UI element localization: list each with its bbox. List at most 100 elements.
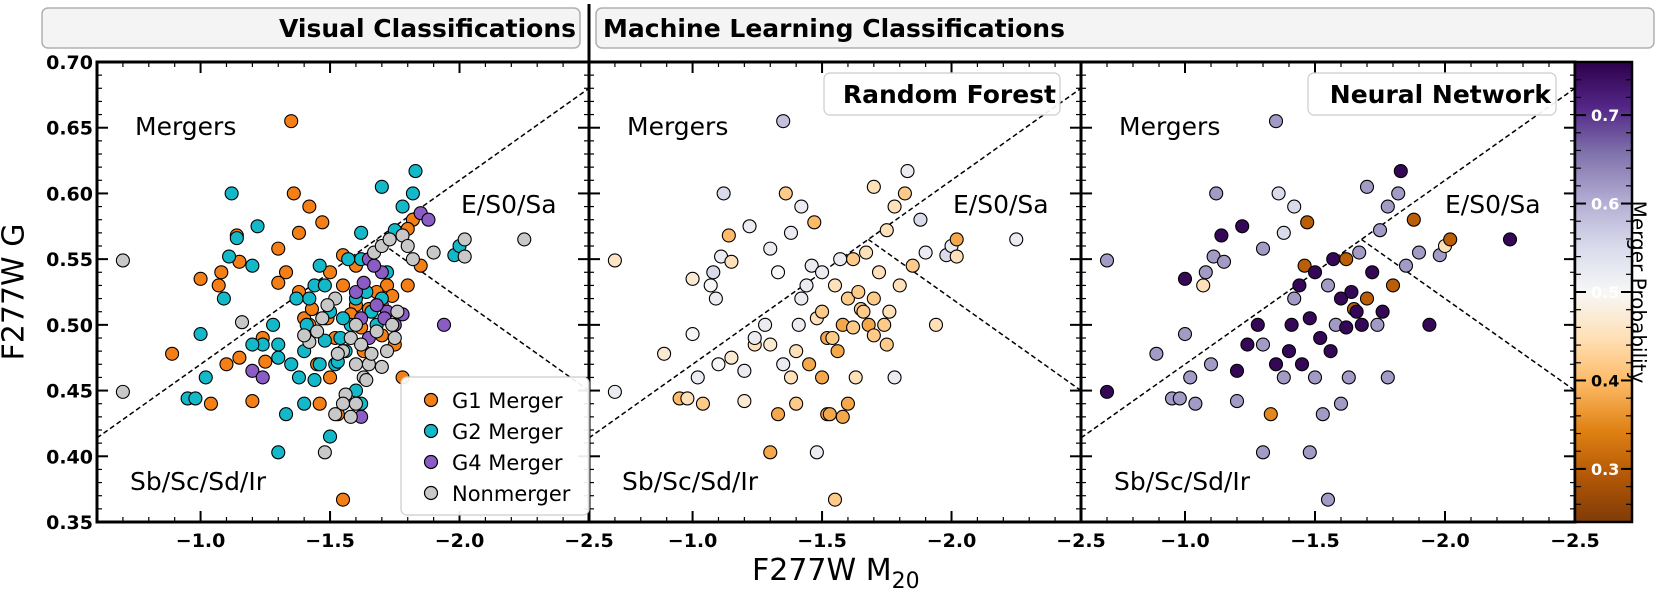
colorbar-tick-label: 0.6 xyxy=(1591,195,1619,214)
data-point xyxy=(830,344,845,359)
data-point xyxy=(789,396,804,411)
data-point xyxy=(770,265,786,280)
x-tick-label: −2.5 xyxy=(1056,530,1106,552)
y-axis-label: F277W G xyxy=(0,224,32,361)
data-point xyxy=(840,396,855,411)
data-point xyxy=(840,291,855,306)
x-tick-label: −1.5 xyxy=(305,530,355,552)
data-point-g2-merger xyxy=(278,407,294,422)
data-point-nonmerger xyxy=(359,373,374,388)
data-point-g1-merger xyxy=(165,346,180,361)
data-point xyxy=(724,350,739,365)
region-label-late-type: Sb/Sc/Sd/Ir xyxy=(622,467,759,496)
data-point-g1-merger xyxy=(312,396,327,411)
data-point xyxy=(846,252,861,267)
data-point-g1-merger xyxy=(271,275,286,290)
data-point-nonmerger xyxy=(115,384,130,399)
data-point-g2-merger xyxy=(266,317,281,332)
data-point xyxy=(905,258,920,273)
data-point-nonmerger xyxy=(328,407,343,422)
data-point-nonmerger xyxy=(379,344,395,359)
data-point xyxy=(607,384,622,399)
colorbar-label: Merger Probability xyxy=(1627,201,1651,384)
y-tick-label: 0.45 xyxy=(46,381,93,403)
colorbar-tick-label: 0.4 xyxy=(1591,371,1619,390)
data-point-g2-merger xyxy=(271,350,286,365)
data-point-g1-merger xyxy=(323,370,338,385)
data-point-g2-merger xyxy=(291,370,307,385)
data-point-nonmerger xyxy=(343,409,358,424)
data-point xyxy=(1099,384,1115,399)
data-point-nonmerger xyxy=(457,249,472,264)
y-tick-label: 0.55 xyxy=(46,249,93,271)
data-point xyxy=(1372,223,1388,238)
data-point xyxy=(1203,357,1219,372)
data-point-g2-merger xyxy=(395,199,410,214)
data-point-g1-merger xyxy=(245,394,260,409)
data-point xyxy=(1255,445,1271,460)
data-point xyxy=(833,252,848,267)
data-point xyxy=(1235,219,1250,234)
data-point xyxy=(1276,370,1291,385)
data-point xyxy=(1393,164,1408,179)
data-point xyxy=(928,317,944,332)
data-point xyxy=(804,258,819,273)
data-point xyxy=(716,186,731,201)
data-point xyxy=(1333,291,1349,306)
data-point-g4-merger xyxy=(421,212,436,227)
x-tick-label: −1.5 xyxy=(1290,530,1340,552)
data-point xyxy=(1263,407,1278,422)
data-point xyxy=(1177,327,1193,342)
region-label-late-type: Sb/Sc/Sd/Ir xyxy=(1114,467,1251,496)
data-point-nonmerger xyxy=(317,445,332,460)
data-point-nonmerger xyxy=(374,359,389,374)
merger-dividing-line xyxy=(1080,87,1576,439)
data-point xyxy=(1255,337,1271,352)
data-point-g2-merger xyxy=(250,219,265,234)
data-point xyxy=(794,199,809,214)
header-visual-box xyxy=(41,7,581,49)
data-point-g2-merger xyxy=(216,291,231,306)
data-point xyxy=(1292,278,1307,293)
data-point xyxy=(949,249,964,264)
data-point-nonmerger xyxy=(382,232,397,247)
data-point xyxy=(1406,212,1421,227)
data-point xyxy=(1354,317,1369,332)
data-point xyxy=(809,445,824,460)
data-point-g1-merger xyxy=(203,396,218,411)
data-point-g1-merger xyxy=(315,215,330,230)
y-tick-label: 0.60 xyxy=(46,183,93,205)
data-point xyxy=(1411,245,1427,260)
data-point xyxy=(690,370,705,385)
x-tick-label: −1.0 xyxy=(176,530,226,552)
data-point xyxy=(695,396,710,411)
data-point xyxy=(763,445,778,460)
colorbar-tick-label: 0.5 xyxy=(1591,283,1619,302)
data-point-nonmerger xyxy=(330,346,345,361)
panel-title-random-forest: Random Forest xyxy=(843,80,1056,109)
data-point xyxy=(1313,330,1328,346)
data-point-g2-merger xyxy=(271,445,286,460)
merger-dividing-line xyxy=(588,87,1082,439)
data-point xyxy=(879,337,894,352)
data-point xyxy=(866,179,881,194)
data-point xyxy=(815,304,830,319)
data-point xyxy=(913,212,928,227)
data-point xyxy=(949,232,964,247)
data-point-g2-merger xyxy=(374,179,389,194)
data-point xyxy=(1326,252,1341,267)
data-point-g2-merger xyxy=(312,258,327,273)
data-point-nonmerger xyxy=(297,328,312,343)
region-label-early-type: E/S0/Sa xyxy=(953,190,1049,219)
region-label-mergers: Mergers xyxy=(1119,112,1220,141)
region-label-late-type: Sb/Sc/Sd/Ir xyxy=(130,467,267,496)
data-point xyxy=(835,409,850,424)
data-point-g1-merger xyxy=(335,492,351,507)
data-point xyxy=(1320,492,1336,507)
legend-box xyxy=(400,376,590,516)
data-point xyxy=(856,304,871,319)
data-point xyxy=(1240,337,1255,352)
data-point-g4-merger xyxy=(369,298,384,313)
data-point-g1-merger xyxy=(211,278,226,293)
data-point xyxy=(887,370,902,385)
